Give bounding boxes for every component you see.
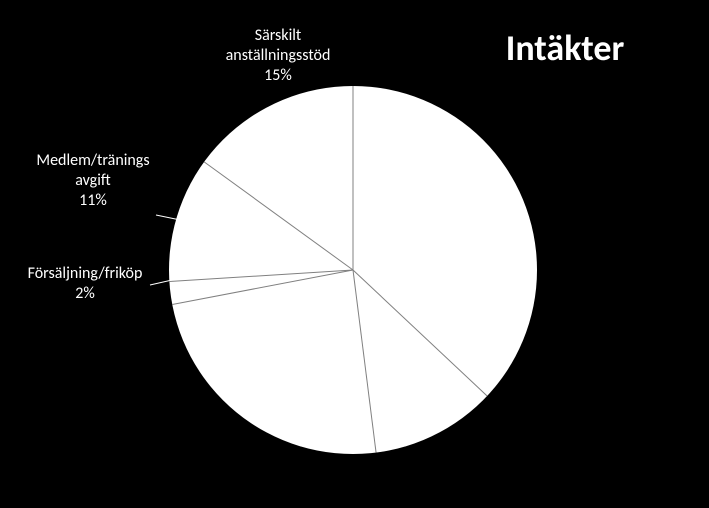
chart-title: Intäkter — [506, 26, 625, 70]
pie-chart: Särskiltanställningsstöd15%Medlem/tränin… — [0, 0, 709, 508]
chart-stage: Särskiltanställningsstöd15%Medlem/tränin… — [0, 0, 709, 508]
